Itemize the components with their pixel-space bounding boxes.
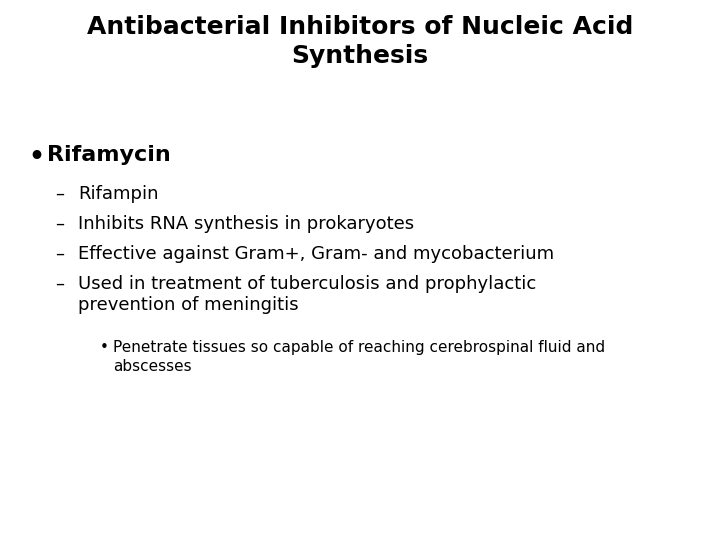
Text: •: • <box>100 340 109 355</box>
Text: Rifamycin: Rifamycin <box>47 145 171 165</box>
Text: –: – <box>55 275 64 293</box>
Text: –: – <box>55 245 64 263</box>
Text: •: • <box>28 145 44 169</box>
Text: Used in treatment of tuberculosis and prophylactic
prevention of meningitis: Used in treatment of tuberculosis and pr… <box>78 275 536 314</box>
Text: –: – <box>55 185 64 203</box>
Text: Inhibits RNA synthesis in prokaryotes: Inhibits RNA synthesis in prokaryotes <box>78 215 414 233</box>
Text: Rifampin: Rifampin <box>78 185 158 203</box>
Text: Penetrate tissues so capable of reaching cerebrospinal fluid and
abscesses: Penetrate tissues so capable of reaching… <box>113 340 605 374</box>
Text: Effective against Gram+, Gram- and mycobacterium: Effective against Gram+, Gram- and mycob… <box>78 245 554 263</box>
Text: –: – <box>55 215 64 233</box>
Text: Antibacterial Inhibitors of Nucleic Acid
Synthesis: Antibacterial Inhibitors of Nucleic Acid… <box>87 15 633 68</box>
